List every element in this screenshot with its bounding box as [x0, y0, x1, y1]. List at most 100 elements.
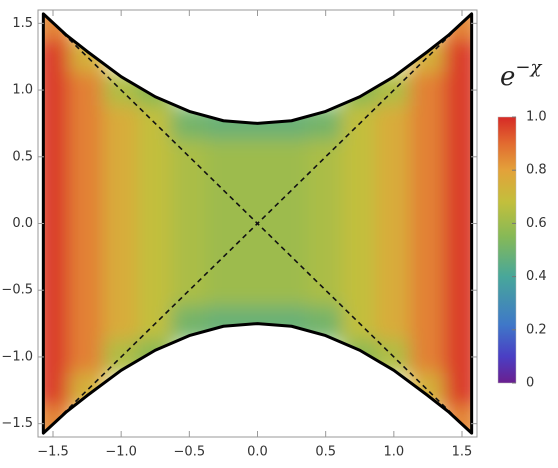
density-cell [375, 239, 412, 275]
density-cell [171, 139, 208, 175]
density-cell [375, 105, 412, 142]
x-tick-label: 1.0 [383, 445, 404, 460]
density-cell [137, 205, 174, 242]
density-cell [171, 239, 208, 275]
density-field [43, 13, 472, 434]
density-cell [409, 172, 446, 208]
density-cell [341, 172, 378, 208]
density-cell [69, 105, 106, 142]
x-tick-label: −0.5 [174, 445, 206, 460]
density-cell [205, 139, 242, 175]
y-tick-label: 0.0 [12, 216, 33, 231]
density-cell [43, 39, 72, 75]
density-cell [239, 272, 276, 308]
density-cell [43, 239, 72, 275]
density-cell [69, 139, 106, 175]
density-cell [69, 172, 106, 208]
density-cell [443, 139, 472, 175]
x-tick-label: −1.5 [37, 445, 69, 460]
density-cell [375, 172, 412, 208]
region-outline [41, 12, 474, 435]
density-cell [341, 272, 378, 308]
density-cell [273, 172, 310, 208]
density-cell [273, 205, 310, 242]
density-cell [443, 305, 472, 342]
density-cell [409, 305, 446, 342]
density-cell [103, 172, 140, 208]
density-cell [137, 272, 174, 308]
density-cell [341, 139, 378, 175]
density-cell [443, 339, 472, 375]
density-cell [443, 239, 472, 275]
density-cell [375, 205, 412, 242]
density-cell [273, 272, 310, 308]
density-cell [103, 105, 140, 142]
y-tick-label: 1.0 [12, 83, 33, 98]
density-cell [43, 205, 72, 242]
density-cell [69, 205, 106, 242]
y-tick-label: −1.0 [1, 349, 33, 364]
y-tick-label: 0.5 [12, 149, 33, 164]
density-cell [171, 272, 208, 308]
density-cell [273, 139, 310, 175]
density-cell [239, 139, 276, 175]
diagonal-line [42, 13, 473, 434]
density-cell [409, 339, 446, 375]
colorbar [497, 116, 517, 384]
density-cell [443, 72, 472, 108]
density-cell [69, 239, 106, 275]
colorbar-tick-label: 0.2 [526, 322, 547, 337]
density-cell [103, 205, 140, 242]
density-cell [103, 272, 140, 308]
density-cell [409, 205, 446, 242]
plot-marks [41, 12, 474, 435]
density-cell [443, 39, 472, 75]
density-cell [43, 105, 72, 142]
density-cell [409, 239, 446, 275]
density-cell [409, 105, 446, 142]
density-cell [43, 372, 72, 408]
colorbar-label-exponent: −χ [515, 57, 542, 78]
density-cell [137, 139, 174, 175]
density-cell [43, 139, 72, 175]
colorbar-tick-label: 0.4 [526, 269, 547, 284]
density-cell [137, 239, 174, 275]
density-cell [409, 72, 446, 108]
density-cell [205, 272, 242, 308]
density-cell [69, 339, 106, 375]
density-cell [307, 272, 344, 308]
density-cells [43, 13, 472, 434]
colorbar-tick-label: 0.6 [526, 216, 547, 231]
density-cell [341, 239, 378, 275]
y-tick-label: −1.5 [1, 416, 33, 431]
x-tick-label: 0.0 [247, 445, 268, 460]
density-cell [43, 172, 72, 208]
density-cell [103, 139, 140, 175]
density-cell [137, 172, 174, 208]
density-cell [409, 139, 446, 175]
density-cell [307, 239, 344, 275]
density-cell [43, 272, 72, 308]
y-tick-label: 1.5 [12, 16, 33, 31]
density-cell [375, 139, 412, 175]
density-cell [69, 305, 106, 342]
colorbar-label: e−χ [500, 57, 542, 92]
density-cell [273, 239, 310, 275]
density-cell [69, 72, 106, 108]
x-tick-label: 1.5 [452, 445, 473, 460]
density-cell [43, 339, 72, 375]
density-cell [171, 205, 208, 242]
density-cell [375, 272, 412, 308]
density-cell [205, 205, 242, 242]
density-cell [307, 172, 344, 208]
y-tick-label: −0.5 [1, 283, 33, 298]
density-cell [443, 105, 472, 142]
density-cell [375, 305, 412, 342]
density-cell [103, 305, 140, 342]
density-cell [69, 272, 106, 308]
density-cell [171, 172, 208, 208]
x-tick-label: 0.5 [315, 445, 336, 460]
colorbar-tick-label: 1.0 [526, 110, 547, 125]
colorbar-label-base: e [500, 62, 515, 92]
